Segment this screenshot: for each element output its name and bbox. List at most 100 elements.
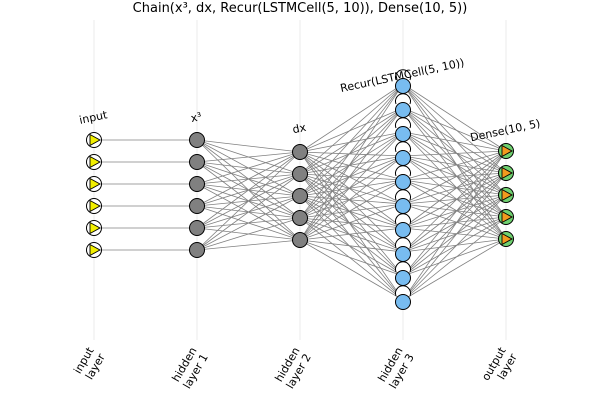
connection-edge bbox=[299, 195, 404, 253]
hidden-3-node bbox=[395, 93, 411, 118]
connection-edge bbox=[299, 239, 404, 253]
hidden-1-node bbox=[189, 154, 205, 170]
node-circle bbox=[292, 232, 308, 248]
recurrent-loop-icon bbox=[395, 69, 411, 81]
output-node bbox=[498, 143, 514, 159]
hidden-1-node bbox=[189, 220, 205, 236]
input-arrow-icon bbox=[89, 133, 101, 147]
recurrent-node-circle bbox=[395, 174, 411, 190]
hidden-3-node bbox=[395, 285, 411, 310]
connection-edge bbox=[299, 83, 404, 153]
connection-edge bbox=[299, 173, 404, 181]
output-node bbox=[498, 187, 514, 203]
hidden-3-node bbox=[395, 165, 411, 190]
connection-edge bbox=[196, 173, 301, 251]
connection-edge bbox=[299, 131, 404, 197]
connection-edge bbox=[299, 173, 404, 229]
connection-edge bbox=[402, 107, 507, 174]
connection-edge bbox=[299, 151, 404, 205]
connection-edge bbox=[196, 151, 301, 251]
hidden-2-node bbox=[292, 188, 308, 204]
connection-edge bbox=[299, 217, 404, 253]
connection-edge bbox=[299, 107, 404, 197]
connection-edge bbox=[402, 216, 507, 301]
connection-edge bbox=[402, 216, 507, 277]
connection-edge bbox=[402, 131, 507, 218]
connection-edge bbox=[402, 179, 507, 240]
connection-edge bbox=[402, 131, 507, 152]
hidden-3-node bbox=[395, 69, 411, 94]
hidden-1-node bbox=[189, 198, 205, 214]
connection-edge bbox=[299, 179, 404, 219]
connection-edge bbox=[402, 150, 507, 205]
node-circle bbox=[292, 188, 308, 204]
connection-edge bbox=[299, 217, 404, 277]
connection-edge bbox=[299, 83, 404, 175]
recurrent-loop-icon bbox=[395, 285, 411, 297]
connection-edge bbox=[196, 217, 301, 251]
hidden-2-node bbox=[292, 210, 308, 226]
output-node bbox=[498, 209, 514, 225]
input-node bbox=[86, 132, 102, 148]
input-arrow-icon bbox=[89, 177, 101, 191]
nodes bbox=[86, 69, 514, 310]
connection-edge bbox=[299, 203, 404, 219]
connection-edge bbox=[196, 151, 301, 163]
connection-edge bbox=[299, 155, 404, 197]
node-circle bbox=[189, 220, 205, 236]
node-circle bbox=[189, 176, 205, 192]
connection-edge bbox=[299, 131, 404, 241]
connection-edge bbox=[402, 107, 507, 196]
connection-edge bbox=[299, 239, 404, 277]
connection-edge bbox=[402, 194, 507, 277]
connection-edge bbox=[402, 172, 507, 181]
connection-edge bbox=[196, 239, 301, 251]
input-axis-label: inputlayer bbox=[71, 344, 108, 382]
connection-edge bbox=[402, 216, 507, 253]
connection-edge bbox=[402, 172, 507, 205]
connection-edge bbox=[299, 151, 404, 181]
recurrent-node-circle bbox=[395, 198, 411, 214]
connection-edge bbox=[196, 151, 301, 185]
input-arrow-icon bbox=[89, 155, 101, 169]
connection-edge bbox=[299, 107, 404, 241]
connection-edge bbox=[299, 155, 404, 241]
connection-edge bbox=[196, 151, 301, 207]
hidden-1-node bbox=[189, 132, 205, 148]
connection-edge bbox=[299, 151, 404, 229]
output-arrow-icon bbox=[501, 166, 513, 180]
input-node bbox=[86, 242, 102, 258]
connection-edge bbox=[299, 131, 404, 153]
connection-edge bbox=[402, 155, 507, 218]
connection-edge bbox=[402, 83, 507, 174]
connection-edge bbox=[402, 107, 507, 240]
connection-edge bbox=[299, 203, 404, 241]
output-label: Dense(10, 5) bbox=[469, 117, 541, 145]
recurrent-loop-icon bbox=[395, 237, 411, 249]
connection-edge bbox=[402, 238, 507, 277]
connection-edge bbox=[299, 107, 404, 219]
recurrent-node-circle bbox=[395, 246, 411, 262]
connection-edge bbox=[299, 83, 404, 219]
connection-edge bbox=[299, 195, 404, 205]
connection-edge bbox=[299, 155, 404, 219]
hidden-1-node bbox=[189, 242, 205, 258]
node-circle bbox=[292, 210, 308, 226]
node-circle bbox=[189, 154, 205, 170]
recurrent-node-circle bbox=[395, 294, 411, 310]
hidden-3-node bbox=[395, 117, 411, 142]
connection-edge bbox=[402, 107, 507, 218]
connection-edge bbox=[402, 172, 507, 301]
recurrent-loop-icon bbox=[395, 117, 411, 129]
node-circle bbox=[189, 132, 205, 148]
connection-edge bbox=[402, 131, 507, 196]
connection-edge bbox=[402, 155, 507, 240]
connection-edge bbox=[402, 203, 507, 218]
connection-edge bbox=[299, 173, 404, 205]
recurrent-loop-icon bbox=[395, 189, 411, 201]
hidden-2-node bbox=[292, 166, 308, 182]
recurrent-loop-icon bbox=[395, 141, 411, 153]
connection-edge bbox=[402, 155, 507, 196]
